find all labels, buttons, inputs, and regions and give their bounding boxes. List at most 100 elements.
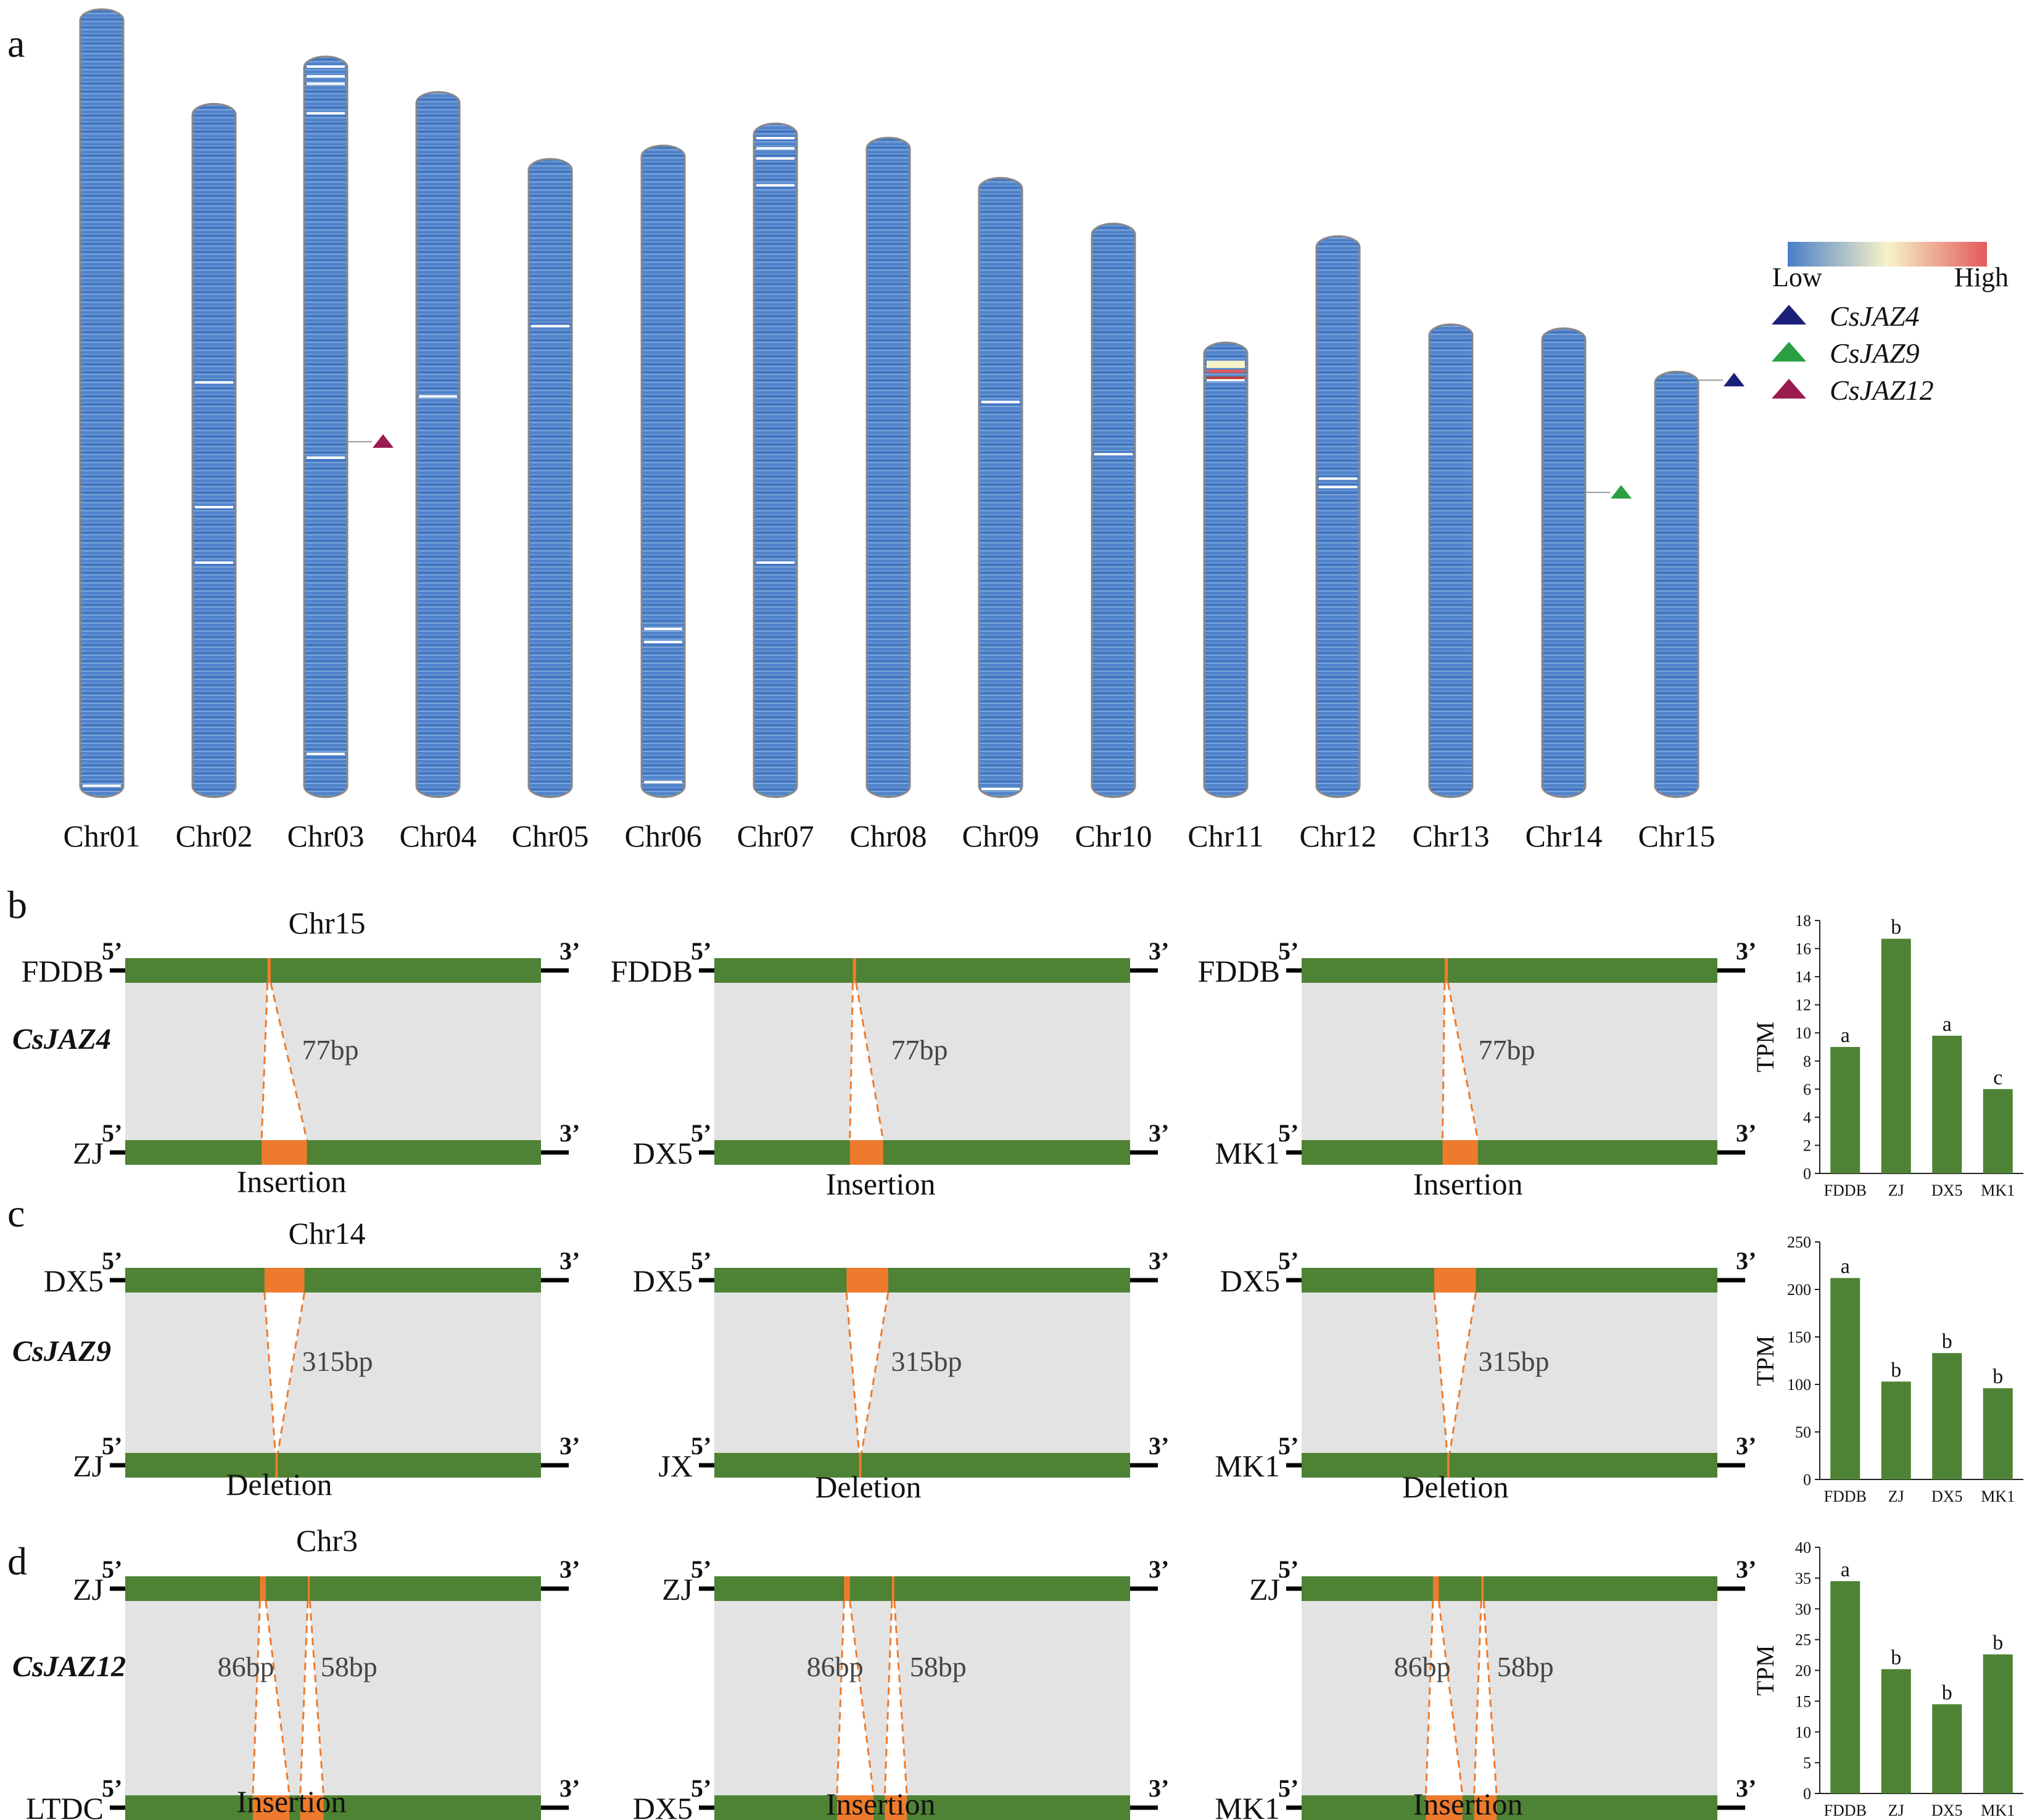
indel-dash-line	[1473, 1600, 1482, 1796]
chromosome-label: Chr04	[400, 819, 477, 853]
row-gene-label: CsJAZ12	[12, 1650, 126, 1683]
strain-label-bottom: DX5	[633, 1136, 693, 1170]
panel-label-c: c	[7, 1191, 25, 1235]
indel-block-top	[844, 1576, 850, 1601]
indel-size-label-2: 58bp	[910, 1651, 967, 1682]
density-band	[1094, 453, 1133, 456]
x-tick-label: FDDB	[1824, 1181, 1867, 1199]
x-tick-label: ZJ	[1888, 1181, 1904, 1199]
indel-size-label: 315bp	[891, 1346, 962, 1377]
strain-label-top: ZJ	[73, 1572, 104, 1607]
chromosome-chr05: Chr05	[512, 158, 589, 853]
chromosome-label: Chr07	[737, 819, 814, 853]
three-prime-label: 3’	[1736, 1774, 1756, 1802]
event-type-label: Insertion	[237, 1784, 347, 1819]
y-tick-label: 8	[1803, 1053, 1811, 1070]
event-type-label: Insertion	[1413, 1167, 1523, 1201]
indel-connector	[1434, 1293, 1476, 1453]
bar-mk1	[1983, 1388, 2013, 1479]
event-type-label: Deletion	[1402, 1470, 1508, 1504]
bar-zj	[1881, 1669, 1911, 1793]
chromosome-body	[640, 144, 686, 798]
chromosome-chr15: Chr15	[1638, 370, 1716, 853]
tpm-chart-csjaz4: 0 2 4 6 8 10 12 14 16 18 TPM a FDDB b ZJ a DX5 c MK1	[1751, 912, 2023, 1199]
indel-dash-line	[836, 1600, 845, 1796]
indel-dash-line	[1437, 1600, 1464, 1796]
chromosome-body	[1541, 327, 1587, 798]
chromosome-label: Chr14	[1526, 819, 1603, 853]
density-band	[307, 752, 345, 755]
density-band	[83, 784, 121, 787]
sequence-track	[714, 1576, 1130, 1601]
chromosome-body	[978, 176, 1023, 798]
x-tick-label: MK1	[1981, 1801, 2015, 1819]
chromosome-body	[415, 91, 461, 798]
legend-label: CsJAZ9	[1830, 337, 1920, 369]
chromosome-body	[1428, 323, 1474, 798]
indel-dash-line	[265, 1600, 291, 1796]
row-chromosome-label: Chr3	[296, 1523, 358, 1558]
y-axis-label: TPM	[1751, 1335, 1779, 1386]
indel-dash-line	[883, 1600, 893, 1796]
alignment-background	[125, 1280, 541, 1465]
chromosome-chr06: Chr06	[625, 144, 702, 853]
y-tick-label: 18	[1795, 912, 1811, 930]
alignment-panel: 5’ 3’ 5’ 3’ DX5 MK1 315bp Deletion	[1215, 1247, 1756, 1504]
indel-dash-line	[1447, 982, 1479, 1141]
indel-block-bottom	[252, 1795, 290, 1820]
x-tick-label: MK1	[1981, 1181, 2015, 1199]
indel-size-label: 86bp	[807, 1651, 864, 1682]
indel-dash-line	[1425, 1600, 1434, 1796]
hotspot-band	[1207, 370, 1245, 373]
density-band	[756, 137, 795, 140]
indel-dash-line	[308, 1600, 324, 1796]
y-tick-label: 14	[1795, 968, 1811, 986]
density-band	[1319, 477, 1357, 480]
indel-dash-line	[263, 1292, 276, 1454]
event-type-label: Insertion	[826, 1787, 936, 1820]
chromosome-chr09: Chr09	[962, 176, 1039, 853]
strain-label-bottom: MK1	[1215, 1136, 1280, 1170]
three-prime-label: 3’	[560, 1247, 580, 1275]
indel-connector	[885, 1601, 907, 1795]
strain-label-bottom: JX	[658, 1449, 693, 1483]
five-prime-label: 5’	[1278, 1432, 1299, 1460]
strain-label-bottom: DX5	[633, 1791, 693, 1820]
indel-diagrams: 5’ 3’ 5’ 3’ FDDB ZJ 77bp Insertion 5’ 3’ 5’ 3’ FDDB D…	[12, 906, 1756, 1820]
bar-mk1	[1983, 1089, 2013, 1173]
indel-dash-line	[845, 1292, 861, 1454]
bar-fddb	[1830, 1047, 1860, 1173]
five-prime-label: 5’	[102, 1432, 122, 1460]
strain-label-bottom: ZJ	[73, 1136, 104, 1170]
indel-block-bottom	[1442, 1140, 1478, 1165]
y-axis-label: TPM	[1751, 1645, 1779, 1695]
y-tick-label: 10	[1795, 1723, 1811, 1741]
chromosome-chr03: Chr03	[287, 56, 365, 853]
chromosome-body	[1091, 222, 1136, 798]
alignment-panel: 5’ 3’ 5’ 3’ DX5 JX 315bp Deletion	[633, 1247, 1170, 1504]
sequence-track	[125, 958, 541, 983]
y-tick-label: 12	[1795, 996, 1811, 1014]
indel-dash-line	[276, 1292, 305, 1454]
indel-block-bottom	[836, 1795, 874, 1820]
y-tick-label: 4	[1803, 1109, 1811, 1127]
strain-label-bottom: ZJ	[73, 1449, 104, 1483]
sequence-track	[1302, 1268, 1717, 1293]
indel-connector	[846, 1293, 888, 1453]
significance-letter: b	[1891, 1359, 1901, 1381]
indel-dash-line	[1448, 1292, 1477, 1454]
hotspot-band	[1207, 376, 1245, 379]
chromosome-chr12: Chr12	[1300, 235, 1377, 853]
density-band	[981, 787, 1020, 790]
legend-triangle-icon	[1772, 379, 1806, 399]
three-prime-label: 3’	[560, 1119, 580, 1147]
chromosome-body	[303, 56, 349, 798]
chromosome-label: Chr11	[1187, 819, 1263, 853]
y-tick-label: 10	[1795, 1024, 1811, 1042]
strain-label-top: DX5	[633, 1264, 693, 1298]
five-prime-label: 5’	[1278, 1119, 1299, 1147]
tpm-chart-csjaz12: 0 5 10 15 20 25 30 35 40 TPM a FDDB b ZJ b DX5 b MK1	[1751, 1539, 2023, 1819]
indel-dash-line	[861, 1292, 890, 1454]
indel-dash-line	[849, 1600, 875, 1796]
sequence-track	[714, 958, 1130, 983]
